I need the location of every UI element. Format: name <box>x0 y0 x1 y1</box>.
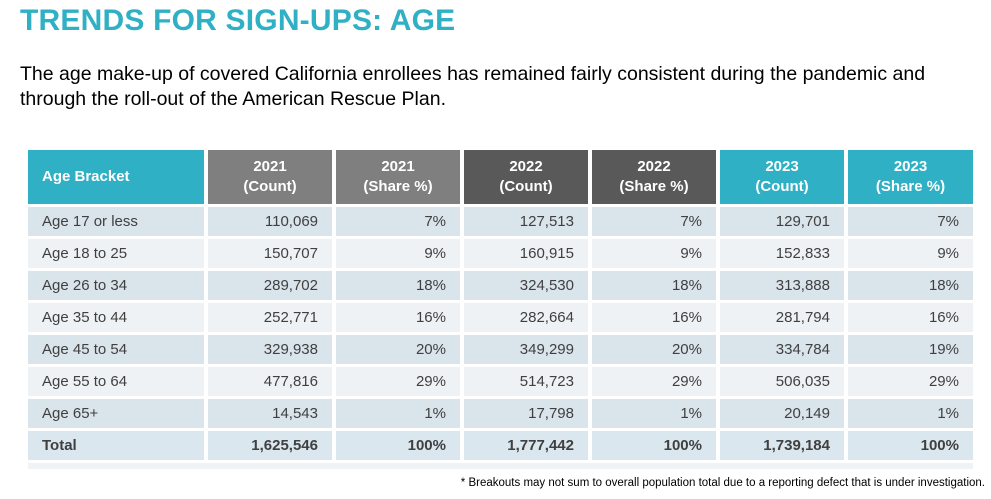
table-cell: 9% <box>334 237 464 271</box>
page-title: TRENDS FOR SIGN-UPS: AGE <box>20 4 456 37</box>
table-cell: Age 45 to 54 <box>28 333 208 367</box>
table-cell: 100% <box>334 429 464 463</box>
table-cell: Age 26 to 34 <box>28 269 208 303</box>
table-cell: Total <box>28 429 208 463</box>
table-cell: 16% <box>846 301 973 335</box>
table-cell: Age 17 or less <box>28 205 208 239</box>
table-row: Age 18 to 25 150,707 9% 160,915 9% 152,8… <box>28 237 973 271</box>
table-cell: 334,784 <box>718 333 848 367</box>
table-cell: 324,530 <box>462 269 592 303</box>
table-cell: 506,035 <box>718 365 848 399</box>
table-cell: 329,938 <box>206 333 336 367</box>
table-cell: 281,794 <box>718 301 848 335</box>
table-cell: 1,777,442 <box>462 429 592 463</box>
table-cell: 16% <box>334 301 464 335</box>
table-cell: 313,888 <box>718 269 848 303</box>
table-cell: 1,625,546 <box>206 429 336 463</box>
column-header-2022-share: 2022 (Share %) <box>590 150 720 207</box>
table-row: Age 55 to 64 477,816 29% 514,723 29% 506… <box>28 365 973 399</box>
table-cell: 18% <box>590 269 720 303</box>
table-cell: Age 18 to 25 <box>28 237 208 271</box>
table-cell: 18% <box>334 269 464 303</box>
table-cell: 1% <box>590 397 720 431</box>
table-cell: 152,833 <box>718 237 848 271</box>
table-bottom-strip <box>28 462 973 469</box>
table-cell: 16% <box>590 301 720 335</box>
table-cell: 20% <box>334 333 464 367</box>
table-cell: 514,723 <box>462 365 592 399</box>
table-cell: 17,798 <box>462 397 592 431</box>
table-cell: 127,513 <box>462 205 592 239</box>
table-cell: 29% <box>334 365 464 399</box>
slide-subtitle: The age make-up of covered California en… <box>20 63 926 110</box>
column-header-2021-count: 2021 (Count) <box>206 150 336 207</box>
table-total-row: Total 1,625,546 100% 1,777,442 100% 1,73… <box>28 429 973 463</box>
table-cell: 9% <box>590 237 720 271</box>
table-cell: 20,149 <box>718 397 848 431</box>
table-cell: 100% <box>846 429 973 463</box>
column-header-2023-count: 2023 (Count) <box>718 150 848 207</box>
table-cell: 7% <box>590 205 720 239</box>
table-row: Age 65+ 14,543 1% 17,798 1% 20,149 1% <box>28 397 973 431</box>
table-cell: 14,543 <box>206 397 336 431</box>
table-cell: 29% <box>590 365 720 399</box>
column-header-age-bracket: Age Bracket <box>28 150 208 207</box>
table-cell: 9% <box>846 237 973 271</box>
table-cell: 100% <box>590 429 720 463</box>
column-header-2023-share: 2023 (Share %) <box>846 150 973 207</box>
age-trends-table: Age Bracket 2021 (Count) 2021 (Share %) … <box>28 150 973 463</box>
table-cell: 29% <box>846 365 973 399</box>
table-row: Age 45 to 54 329,938 20% 349,299 20% 334… <box>28 333 973 367</box>
table-cell: 1% <box>334 397 464 431</box>
table-cell: Age 35 to 44 <box>28 301 208 335</box>
table-cell: 1% <box>846 397 973 431</box>
table-cell: 282,664 <box>462 301 592 335</box>
footnote: * Breakouts may not sum to overall popul… <box>460 477 985 489</box>
table-row: Age 26 to 34 289,702 18% 324,530 18% 313… <box>28 269 973 303</box>
table-cell: 150,707 <box>206 237 336 271</box>
table-cell: Age 65+ <box>28 397 208 431</box>
table-cell: Age 55 to 64 <box>28 365 208 399</box>
table-row: Age 17 or less 110,069 7% 127,513 7% 129… <box>28 205 973 239</box>
table-header-row: Age Bracket 2021 (Count) 2021 (Share %) … <box>28 150 973 207</box>
age-trends-table-container: Age Bracket 2021 (Count) 2021 (Share %) … <box>28 150 973 469</box>
table-cell: 7% <box>846 205 973 239</box>
table-cell: 19% <box>846 333 973 367</box>
table-cell: 110,069 <box>206 205 336 239</box>
table-cell: 289,702 <box>206 269 336 303</box>
table-cell: 349,299 <box>462 333 592 367</box>
table-cell: 20% <box>590 333 720 367</box>
table-cell: 160,915 <box>462 237 592 271</box>
table-cell: 18% <box>846 269 973 303</box>
column-header-2022-count: 2022 (Count) <box>462 150 592 207</box>
table-cell: 1,739,184 <box>718 429 848 463</box>
table-cell: 252,771 <box>206 301 336 335</box>
column-header-2021-share: 2021 (Share %) <box>334 150 464 207</box>
table-cell: 7% <box>334 205 464 239</box>
table-row: Age 35 to 44 252,771 16% 282,664 16% 281… <box>28 301 973 335</box>
table-cell: 129,701 <box>718 205 848 239</box>
table-cell: 477,816 <box>206 365 336 399</box>
